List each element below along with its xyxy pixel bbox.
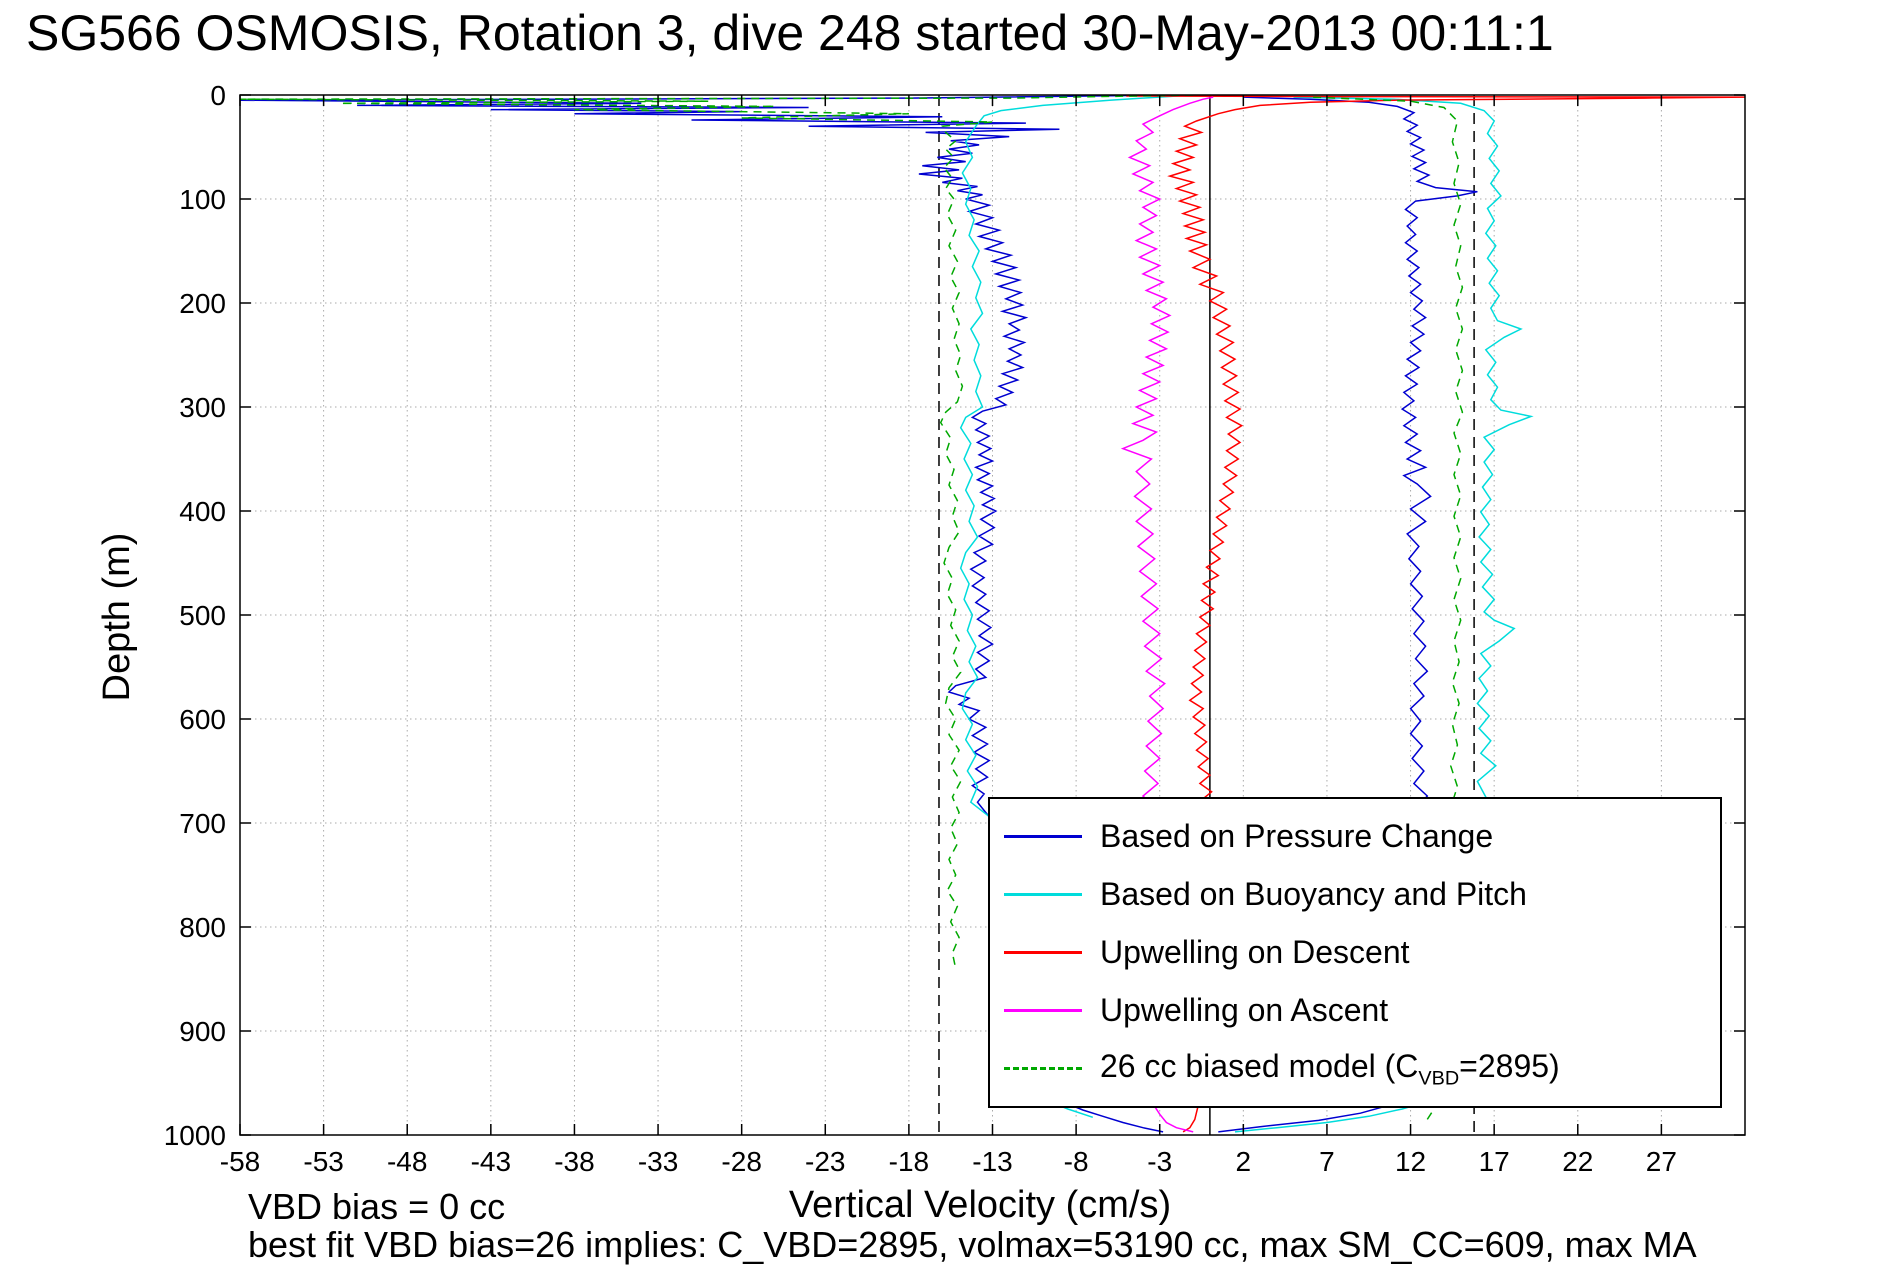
x-tick-label: 12 [1395, 1146, 1426, 1177]
y-tick-label: 200 [179, 288, 226, 319]
y-tick-label: 1000 [164, 1120, 226, 1151]
legend-line-sample [1004, 950, 1082, 954]
legend-label: Based on Buoyancy and Pitch [1100, 875, 1527, 912]
legend-label: Upwelling on Ascent [1100, 992, 1389, 1029]
x-tick-label: -8 [1064, 1146, 1089, 1177]
legend-item: 26 cc biased model (CVBD=2895) [990, 1044, 1720, 1094]
legend-label: Upwelling on Descent [1100, 933, 1410, 970]
x-tick-label: -53 [303, 1146, 343, 1177]
y-tick-label: 700 [179, 808, 226, 839]
series-descent-line [1126, 95, 1745, 1133]
legend-item: Based on Pressure Change [990, 811, 1720, 861]
x-tick-label: -58 [220, 1146, 260, 1177]
legend-line-sample [1004, 892, 1082, 896]
legend-line-sample [1004, 1009, 1082, 1013]
x-tick-label: -48 [387, 1146, 427, 1177]
vbd-bias-note: VBD bias = 0 cc [248, 1186, 506, 1227]
y-tick-label: 500 [179, 600, 226, 631]
y-tick-label: 0 [210, 80, 226, 111]
x-tick-label: 7 [1319, 1146, 1335, 1177]
legend-label: Based on Pressure Change [1100, 817, 1494, 854]
series-descent-line [240, 95, 1177, 1133]
legend-item: Upwelling on Descent [990, 927, 1720, 977]
series-descent-line [240, 95, 1194, 969]
legend-line-sample [1004, 1067, 1082, 1071]
legend-item: Based on Buoyancy and Pitch [990, 869, 1720, 919]
x-tick-label: 2 [1236, 1146, 1252, 1177]
y-tick-label: 400 [179, 496, 226, 527]
x-tick-label: 22 [1562, 1146, 1593, 1177]
x-axis-label: Vertical Velocity (cm/s) [788, 1184, 1172, 1226]
y-tick-label: 900 [179, 1016, 226, 1047]
x-tick-label: -28 [721, 1146, 761, 1177]
x-tick-label: -13 [972, 1146, 1012, 1177]
x-tick-label: -38 [554, 1146, 594, 1177]
plot-title: SG566 OSMOSIS, Rotation 3, dive 248 star… [26, 5, 1554, 61]
y-tick-label: 600 [179, 704, 226, 735]
x-tick-label: -18 [889, 1146, 929, 1177]
legend-item: Upwelling on Ascent [990, 986, 1720, 1036]
legend-line-sample [1004, 834, 1082, 838]
legend-label: 26 cc biased model (CVBD=2895) [1100, 1047, 1560, 1090]
best-fit-note: best fit VBD bias=26 implies: C_VBD=2895… [248, 1224, 1697, 1265]
x-tick-label: 17 [1479, 1146, 1510, 1177]
x-tick-label: -33 [638, 1146, 678, 1177]
y-tick-label: 100 [179, 184, 226, 215]
x-tick-label: -3 [1147, 1146, 1172, 1177]
y-axis-label: Depth (m) [96, 532, 138, 702]
legend: Based on Pressure Change Based on Buoyanc… [988, 797, 1722, 1108]
x-tick-label: -43 [471, 1146, 511, 1177]
legend-label-subscript: VBD [1418, 1067, 1460, 1090]
y-tick-label: 800 [179, 912, 226, 943]
x-tick-label: -23 [805, 1146, 845, 1177]
x-tick-label: 27 [1646, 1146, 1677, 1177]
y-tick-label: 300 [179, 392, 226, 423]
